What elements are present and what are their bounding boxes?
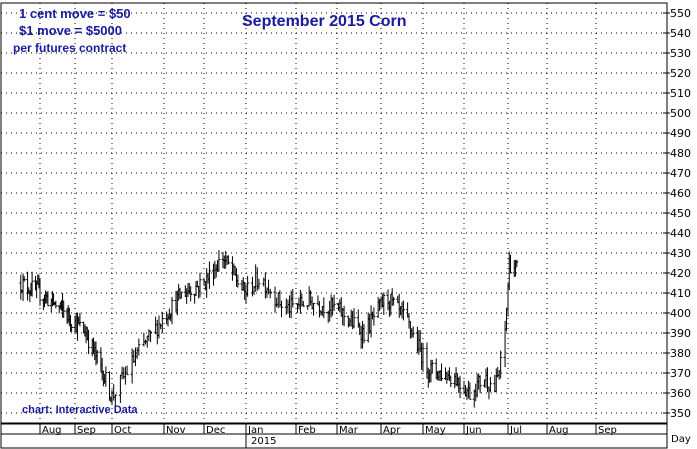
y-tick-label: 440 bbox=[670, 227, 691, 240]
y-tick-label: 470 bbox=[670, 167, 691, 180]
y-tick-label: 420 bbox=[670, 267, 691, 280]
x-month-label: Aug bbox=[42, 425, 62, 436]
y-tick-label: 480 bbox=[670, 147, 691, 160]
y-tick-label: 530 bbox=[670, 47, 691, 60]
y-tick-label: 450 bbox=[670, 207, 691, 220]
source-label: chart: Interactive Data bbox=[22, 404, 138, 416]
y-tick-label: 380 bbox=[670, 347, 691, 360]
x-month-label: Dec bbox=[206, 425, 225, 436]
grid bbox=[1, 3, 667, 423]
y-tick-label: 460 bbox=[670, 187, 691, 200]
y-tick-label: 510 bbox=[670, 87, 691, 100]
x-month-label: Mar bbox=[339, 425, 359, 436]
annotation-per-contract: per futures contract bbox=[13, 41, 126, 55]
y-tick-label: 410 bbox=[670, 287, 691, 300]
y-tick-label: 350 bbox=[670, 407, 691, 420]
x-month-label: Jan bbox=[247, 425, 263, 436]
y-tick-label: 360 bbox=[670, 387, 691, 400]
x-month-label: Sep bbox=[77, 425, 96, 436]
y-tick-label: 390 bbox=[670, 327, 691, 340]
y-tick-label: 540 bbox=[670, 27, 691, 40]
chart-title: September 2015 Corn bbox=[242, 13, 407, 30]
x-month-label: Jun bbox=[465, 425, 482, 436]
x-month-label: Nov bbox=[166, 425, 186, 436]
price-bars bbox=[19, 250, 519, 408]
x-month-label: Jul bbox=[509, 425, 522, 436]
x-month-label: Oct bbox=[114, 425, 131, 436]
y-tick-label: 370 bbox=[670, 367, 691, 380]
x-month-label: Feb bbox=[298, 425, 316, 436]
x-unit-label: Day bbox=[671, 434, 691, 445]
year-strip bbox=[0, 433, 668, 449]
x-month-label: Aug bbox=[549, 425, 569, 436]
annotation-cent-move: 1 cent move = $50 bbox=[19, 6, 131, 21]
y-tick-label: 520 bbox=[670, 67, 691, 80]
y-axis: 350 360 370 380 390 400 410 420 430 440 450 460 470 4… bbox=[663, 7, 691, 420]
x-month-label: Apr bbox=[383, 425, 401, 436]
x-axis: Aug Sep Oct Nov Dec Jan Feb Mar Apr May Jun Jul Aug S… bbox=[0, 423, 668, 449]
y-tick-label: 550 bbox=[670, 7, 691, 20]
y-tick-label: 400 bbox=[670, 307, 691, 320]
y-tick-label: 490 bbox=[670, 127, 691, 140]
y-tick-label: 430 bbox=[670, 247, 691, 260]
y-tick-label: 500 bbox=[670, 107, 691, 120]
year-label: 2015 bbox=[251, 436, 276, 447]
x-month-label: Sep bbox=[598, 425, 617, 436]
x-month-label: May bbox=[425, 425, 446, 436]
annotation-dollar-move: $1 move = $5000 bbox=[19, 23, 122, 38]
